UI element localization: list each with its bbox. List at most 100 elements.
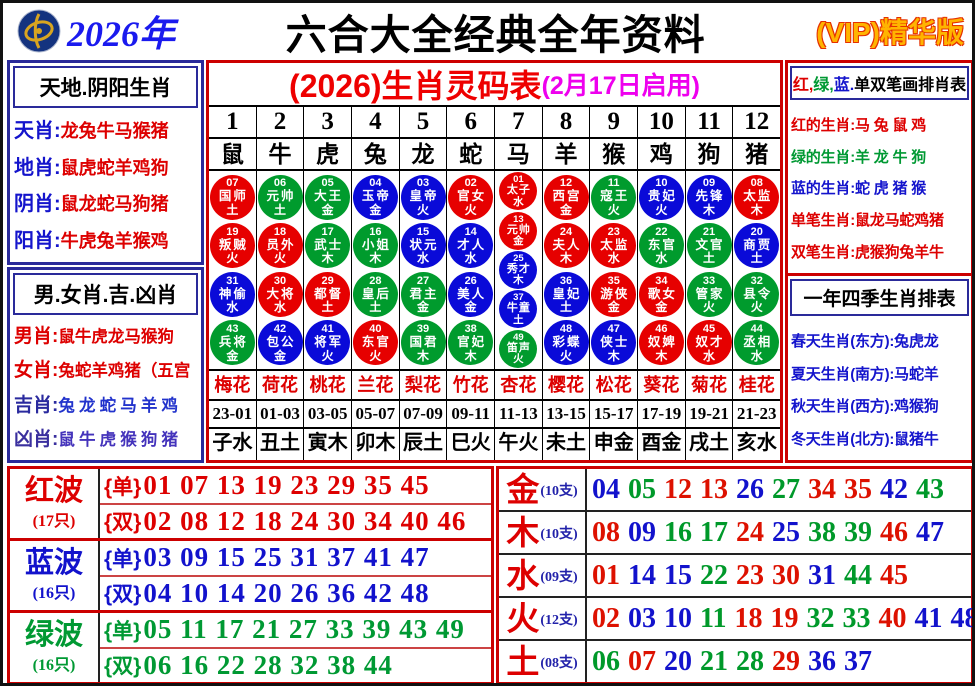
number-ball: 46 奴婢木 (638, 320, 684, 366)
number-ball: 27 君主金 (400, 271, 446, 317)
element-count: (09支) (540, 569, 578, 585)
element-name: 金 (506, 471, 540, 508)
zodiac-sign: 虎 (304, 139, 353, 169)
zodiac-row: 鼠牛虎兔龙蛇马羊猴鸡狗猪 (209, 139, 780, 171)
ball-number: 19 (226, 225, 239, 238)
lottery-number: 38 (808, 516, 836, 548)
ball-title: 状元 (409, 237, 439, 252)
ball-number: 16 (369, 225, 382, 238)
ball-title: 先锋 (695, 189, 725, 204)
ball-number: 41 (321, 323, 334, 336)
attribute-value: 龙兔牛马猴猪 (60, 121, 169, 142)
element-row: 水 (09支) 01 14 15 22 23 30 31 44 45 (499, 555, 971, 598)
lottery-number: 05 (628, 473, 656, 505)
zodiac-column: 09 先锋木 21 文官土 33 管家火 45 奴才水 (686, 171, 734, 369)
panel-male-female-zodiac: 男.女肖.吉.凶肖 男肖: 鼠牛虎龙马猴狗 女肖: 兔蛇羊鸡猪（五宫 吉肖: 兔 龙 蛇 … (7, 267, 204, 463)
number-ball: 49 笛声火 (499, 329, 538, 368)
lottery-number: 08 (592, 516, 620, 548)
column-number: 11 (686, 107, 734, 137)
attribute-row: 秋天生肖(西方):鸡猴狗 (791, 398, 939, 416)
even-tag: {双} (104, 583, 142, 607)
lottery-number: 07 (628, 645, 656, 677)
lottery-number: 03 (628, 602, 656, 634)
lottery-number: 30 (772, 559, 800, 591)
wave-label: 红波 (17只) (10, 469, 100, 538)
element-row: 木 (10支) 08 09 16 17 24 25 38 39 46 47 (499, 512, 971, 555)
ball-number: 49 (513, 331, 524, 343)
hour-range: 07-09 (400, 401, 448, 427)
ball-title: 游侠 (600, 286, 630, 301)
lottery-number: 29 (772, 645, 800, 677)
column-number: 12 (744, 108, 770, 135)
lottery-number: 28 (736, 645, 764, 677)
column-number: 5 (400, 107, 448, 137)
number-ball: 40 东官火 (352, 320, 398, 366)
panel-title-part: 红, (792, 77, 814, 94)
lottery-number: 04 (592, 473, 620, 505)
ball-title: 管家 (695, 286, 725, 301)
ball-title: 元帅 (506, 223, 531, 236)
ball-title: 太监 (600, 237, 630, 252)
lottery-number: 22 (700, 559, 728, 591)
ball-title: 小姐 (361, 237, 391, 252)
wave-numbers: {单} 05 11 17 21 27 33 39 43 49 {双} 06 16 22… (100, 613, 491, 682)
element-label: 木 (10支) (499, 512, 587, 553)
attribute-label: 地肖: (14, 156, 61, 179)
ball-element: 金 (321, 202, 334, 217)
attribute-row: 双笔生肖:虎猴狗兔羊牛 (791, 244, 944, 262)
ball-number: 31 (226, 274, 239, 287)
ball-element: 木 (607, 348, 620, 363)
element-row: 金 (10支) 04 05 12 13 26 27 34 35 42 43 (499, 469, 971, 512)
wave-even-row: {双} 06 16 22 28 32 38 44 (100, 649, 491, 683)
lottery-number: 40 (878, 602, 907, 634)
lottery-number: 06 (592, 645, 620, 677)
wave-number-list: 04 10 14 20 26 36 42 48 (143, 577, 430, 608)
ball-number: 39 (416, 323, 430, 336)
earthly-branch: 卯木 (352, 429, 400, 460)
lottery-number: 09 (628, 516, 656, 548)
ball-number: 01 (513, 174, 524, 186)
lottery-number: 39 (844, 516, 872, 548)
element-number-list: 06 07 20 21 28 29 36 37 (587, 641, 971, 682)
attribute-row: 春天生肖(东方):兔虎龙 (791, 333, 939, 351)
attribute-rows: 春天生肖(东方):兔虎龙 夏天生肖(南方):马蛇羊 秋天生肖(西方):鸡猴狗 冬天生肖… (788, 319, 971, 460)
column-number: 7 (495, 107, 543, 137)
column-number: 4 (352, 107, 400, 137)
number-ball: 43 兵将金 (209, 320, 255, 366)
ball-element: 火 (273, 251, 286, 266)
lottery-number: 14 (628, 559, 656, 591)
zodiac-sign: 猪 (745, 141, 769, 167)
lottery-number: 37 (844, 645, 872, 677)
earthly-branch: 寅木 (304, 429, 353, 460)
even-tag: {双} (104, 655, 142, 679)
number-ball: 06 元帅土 (257, 174, 303, 220)
element-count: (10支) (540, 483, 578, 499)
attribute-row: 单笔生肖:鼠龙马蛇鸡猪 (791, 212, 944, 230)
ball-title: 大将 (266, 286, 296, 301)
ball-number: 40 (369, 323, 382, 336)
lottery-number: 10 (664, 602, 692, 634)
number-ball: 22 东官水 (638, 223, 684, 269)
ball-title: 元帅 (266, 189, 296, 204)
ball-element: 水 (750, 348, 763, 363)
number-ball: 14 才人水 (448, 223, 494, 269)
element-name: 土 (506, 643, 540, 680)
ball-element: 木 (655, 348, 668, 363)
attribute-rows: 天肖: 龙兔牛马猴猪 地肖: 鼠虎蛇羊鸡狗 阴肖: 鼠龙蛇马狗猪 阳肖: 牛虎兔羊猴鸡 (14, 107, 199, 260)
ball-title: 兵将 (218, 335, 248, 350)
zodiac-sign: 马 (495, 139, 543, 169)
wave-count: (16只) (32, 656, 76, 674)
column-number-row: 1 2 3 4 5 6 7 8 9 10 11 12 (209, 107, 780, 139)
ball-number: 37 (513, 292, 524, 304)
number-ball: 37 牛童土 (499, 290, 538, 329)
lottery-number: 02 (592, 602, 620, 634)
table-title: (2026)生肖灵码表 (2月17日启用) (209, 63, 780, 107)
hour-range: 03-05 (304, 401, 353, 427)
table-title-date: (2月17日启用) (541, 72, 700, 100)
earthly-branch: 酉金 (638, 429, 686, 460)
lottery-number: 26 (736, 473, 764, 505)
panel-color-stroke-zodiac: 红,绿,蓝.单双笔画排肖表 红的生肖:马 兔 鼠 鸡绿的生肖:羊 龙 牛 狗蓝的… (788, 63, 971, 276)
number-ball: 41 将军火 (305, 320, 351, 366)
element-count: (12支) (540, 612, 578, 628)
ball-element: 木 (513, 274, 524, 287)
